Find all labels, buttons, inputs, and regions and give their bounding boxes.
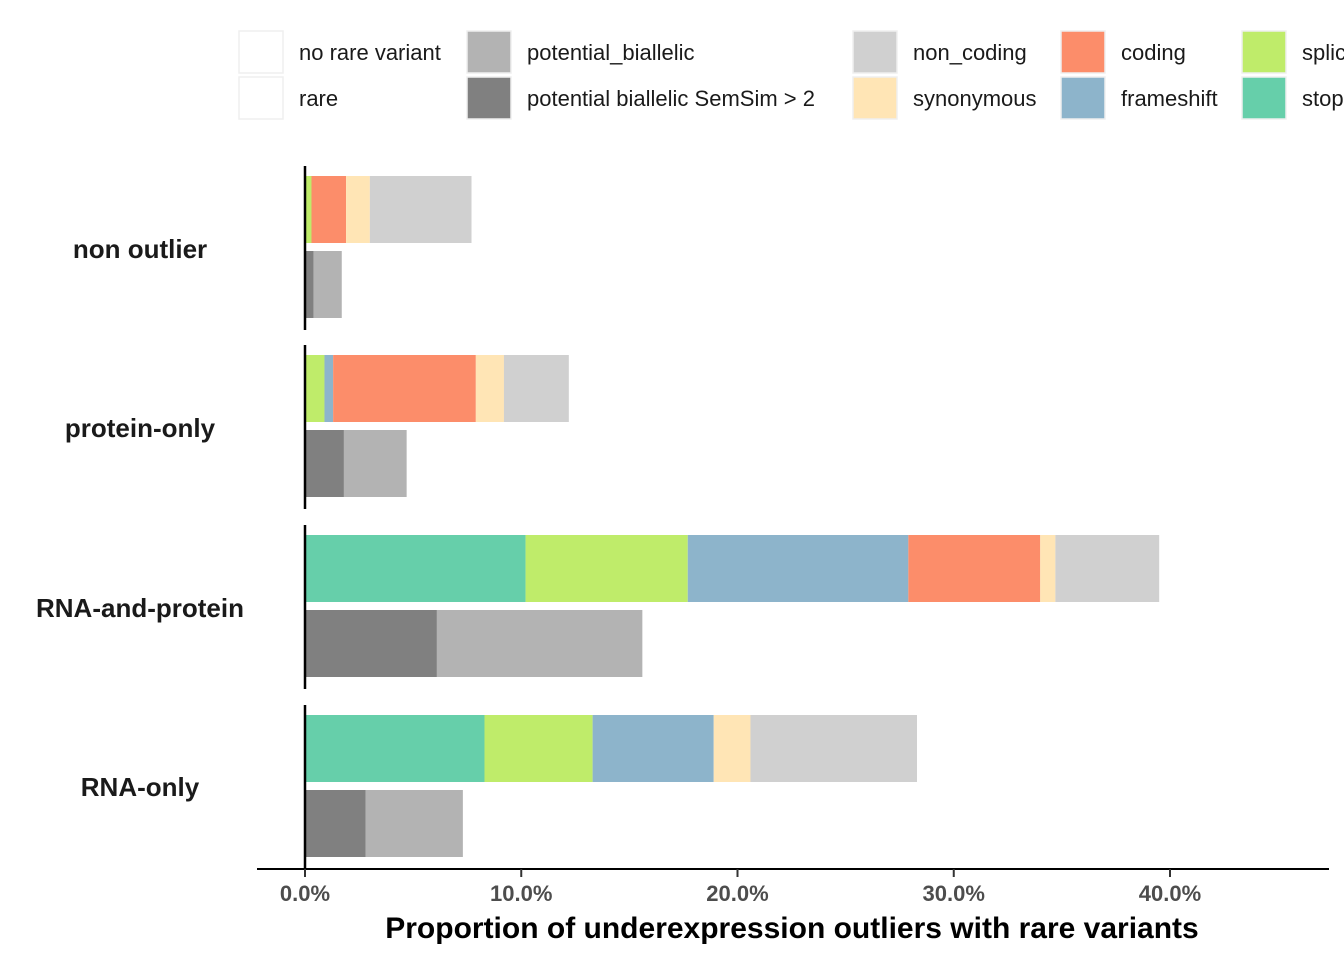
x-tick-label: 10.0% <box>490 881 552 906</box>
legend-label: no rare variant <box>299 40 441 65</box>
legend-item-frameshift: frameshift <box>1060 76 1218 120</box>
bar-segment-rare-synonymous <box>475 355 504 422</box>
legend-label: splice <box>1302 40 1344 65</box>
bar-segment-rare-splice <box>305 176 312 243</box>
bar-segment-rare-synonymous <box>346 176 370 243</box>
bar-segment-rare-splice <box>484 715 593 782</box>
legend-swatch <box>1241 76 1287 120</box>
bar-segment-rare-splice <box>525 535 688 602</box>
legend-swatch <box>466 30 512 74</box>
legend-swatch <box>852 30 898 74</box>
category-label: RNA-only <box>81 772 200 802</box>
axes: 0.0% 10.0% 20.0% 30.0% 40.0% <box>257 868 1329 906</box>
category-group <box>303 705 917 869</box>
legend-swatch <box>1060 76 1106 120</box>
legend-item-rare: rare <box>238 76 338 120</box>
category-label: RNA-and-protein <box>36 593 244 623</box>
legend-label: non_coding <box>913 40 1027 65</box>
bar-segment-rare-stop <box>305 715 485 782</box>
bar-segment-rare-stop <box>305 535 526 602</box>
bar-segment-biallelic-potential_biallelic_semsim <box>305 430 344 497</box>
legend-item-potential_biallelic: potential_biallelic <box>466 30 695 74</box>
legend-swatch <box>238 76 284 120</box>
legend-label: synonymous <box>913 86 1037 111</box>
bar-segment-biallelic-potential_biallelic_semsim <box>305 610 437 677</box>
x-axis-title: Proportion of underexpression outliers w… <box>385 912 1199 945</box>
x-tick-label: 20.0% <box>706 881 768 906</box>
legend: no rare variant rare potential_biallelicpo… <box>238 30 1344 120</box>
category-group <box>303 345 569 509</box>
bar-segment-rare-coding <box>311 176 347 243</box>
legend-item-non_coding: non_coding <box>852 30 1027 74</box>
bar-segment-rare-synonymous <box>713 715 751 782</box>
category-label: non outlier <box>73 234 207 264</box>
legend-item-potential_biallelic_semsim: potential biallelic SemSim > 2 <box>466 76 815 120</box>
plot-bars <box>303 166 1160 869</box>
bar-segment-rare-non_coding <box>1055 535 1160 602</box>
category-group <box>303 166 472 330</box>
bar-segment-biallelic-potential_biallelic <box>436 610 643 677</box>
bar-segment-biallelic-potential_biallelic_semsim <box>305 251 314 318</box>
bar-segment-rare-synonymous <box>1040 535 1056 602</box>
bar-segment-rare-coding <box>333 355 476 422</box>
legend-label: stop <box>1302 86 1344 111</box>
legend-item-no_rare_variant: no rare variant <box>238 30 441 74</box>
legend-label: potential biallelic SemSim > 2 <box>527 86 815 111</box>
legend-label: potential_biallelic <box>527 40 695 65</box>
bar-segment-biallelic-potential_biallelic <box>343 430 407 497</box>
legend-swatch <box>852 76 898 120</box>
legend-swatch <box>238 30 284 74</box>
bar-segment-rare-coding <box>908 535 1041 602</box>
bar-segment-rare-splice <box>305 355 325 422</box>
bar-segment-rare-frameshift <box>687 535 909 602</box>
legend-label: frameshift <box>1121 86 1218 111</box>
bar-segment-rare-non_coding <box>503 355 569 422</box>
bar-segment-biallelic-potential_biallelic <box>313 251 342 318</box>
legend-item-synonymous: synonymous <box>852 76 1037 120</box>
legend-label: coding <box>1121 40 1186 65</box>
legend-swatch <box>1241 30 1287 74</box>
legend-item-splice: splice <box>1241 30 1344 74</box>
bar-segment-rare-non_coding <box>750 715 917 782</box>
bar-segment-rare-frameshift <box>592 715 714 782</box>
bar-segment-rare-non_coding <box>369 176 472 243</box>
x-tick-label: 40.0% <box>1139 881 1201 906</box>
legend-label: rare <box>299 86 338 111</box>
bar-segment-rare-frameshift <box>324 355 334 422</box>
category-label: protein-only <box>65 413 216 443</box>
category-labels: non outlier protein-only RNA-and-protein RN… <box>36 234 244 802</box>
legend-swatch <box>1060 30 1106 74</box>
x-tick-label: 0.0% <box>280 881 330 906</box>
x-tick-label: 30.0% <box>923 881 985 906</box>
legend-item-coding: coding <box>1060 30 1186 74</box>
legend-swatch <box>466 76 512 120</box>
bar-segment-biallelic-potential_biallelic_semsim <box>305 790 366 857</box>
legend-item-stop: stop <box>1241 76 1344 120</box>
category-group <box>303 525 1160 689</box>
bar-segment-biallelic-potential_biallelic <box>365 790 463 857</box>
